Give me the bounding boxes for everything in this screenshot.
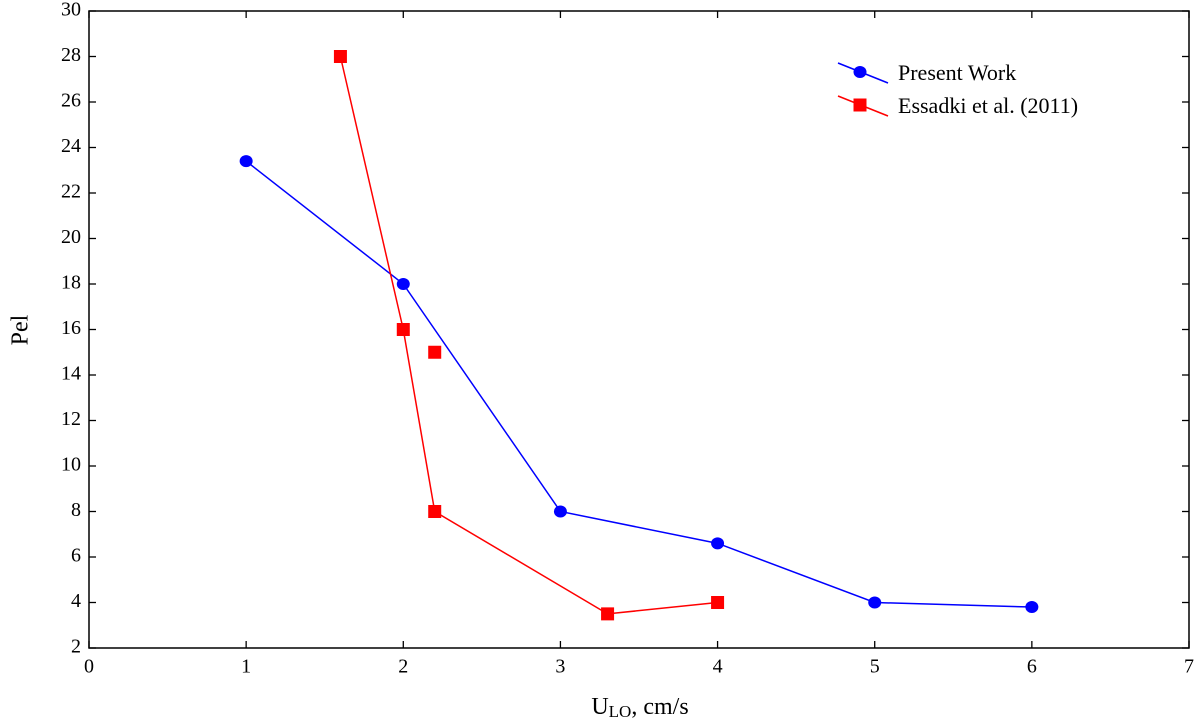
x-axis-label: ULO, cm/s [591, 694, 688, 721]
y-tick-label: 20 [61, 226, 81, 248]
y-tick-label: 6 [71, 545, 81, 567]
marker [333, 50, 347, 63]
marker [711, 596, 725, 609]
marker [601, 607, 615, 621]
x-tick-label: 0 [84, 656, 94, 678]
x-tick-label: 5 [870, 656, 880, 678]
y-tick-label: 26 [61, 90, 81, 112]
marker [396, 278, 410, 290]
marker [553, 505, 567, 518]
marker [853, 66, 867, 78]
y-tick-label: 28 [61, 44, 81, 66]
x-label-base: U [591, 694, 608, 720]
y-tick-label: 4 [71, 590, 81, 612]
marker [853, 98, 867, 112]
marker [428, 345, 442, 359]
x-tick-label: 4 [713, 656, 723, 678]
marker [868, 596, 882, 609]
y-axis-label: Pel [8, 314, 34, 345]
y-tick-label: 8 [71, 499, 81, 521]
x-label-rest: , cm/s [631, 694, 688, 720]
legend-label: Essadki et al. (2011) [898, 93, 1078, 118]
marker [239, 155, 253, 168]
legend-label: Present Work [898, 60, 1016, 85]
y-tick-label: 30 [61, 0, 81, 21]
x-label-sub: LO [609, 702, 632, 721]
marker [396, 323, 410, 336]
x-tick-label: 7 [1184, 656, 1194, 678]
series-line [245, 160, 1032, 608]
y-tick-label: 16 [61, 317, 81, 339]
marker [428, 505, 442, 518]
y-tick-label: 14 [61, 363, 81, 385]
marker [1025, 601, 1039, 614]
y-tick-label: 18 [61, 272, 81, 294]
x-tick-label: 3 [555, 656, 565, 678]
y-tick-label: 10 [61, 454, 81, 476]
x-tick-label: 1 [241, 656, 251, 678]
y-tick-label: 24 [61, 135, 81, 157]
y-tick-label: 2 [71, 636, 81, 658]
x-tick-label: 6 [1027, 656, 1037, 678]
x-tick-label: 2 [398, 656, 408, 678]
y-tick-label: 22 [61, 181, 81, 203]
marker [711, 537, 725, 550]
y-tick-label: 12 [61, 408, 81, 430]
